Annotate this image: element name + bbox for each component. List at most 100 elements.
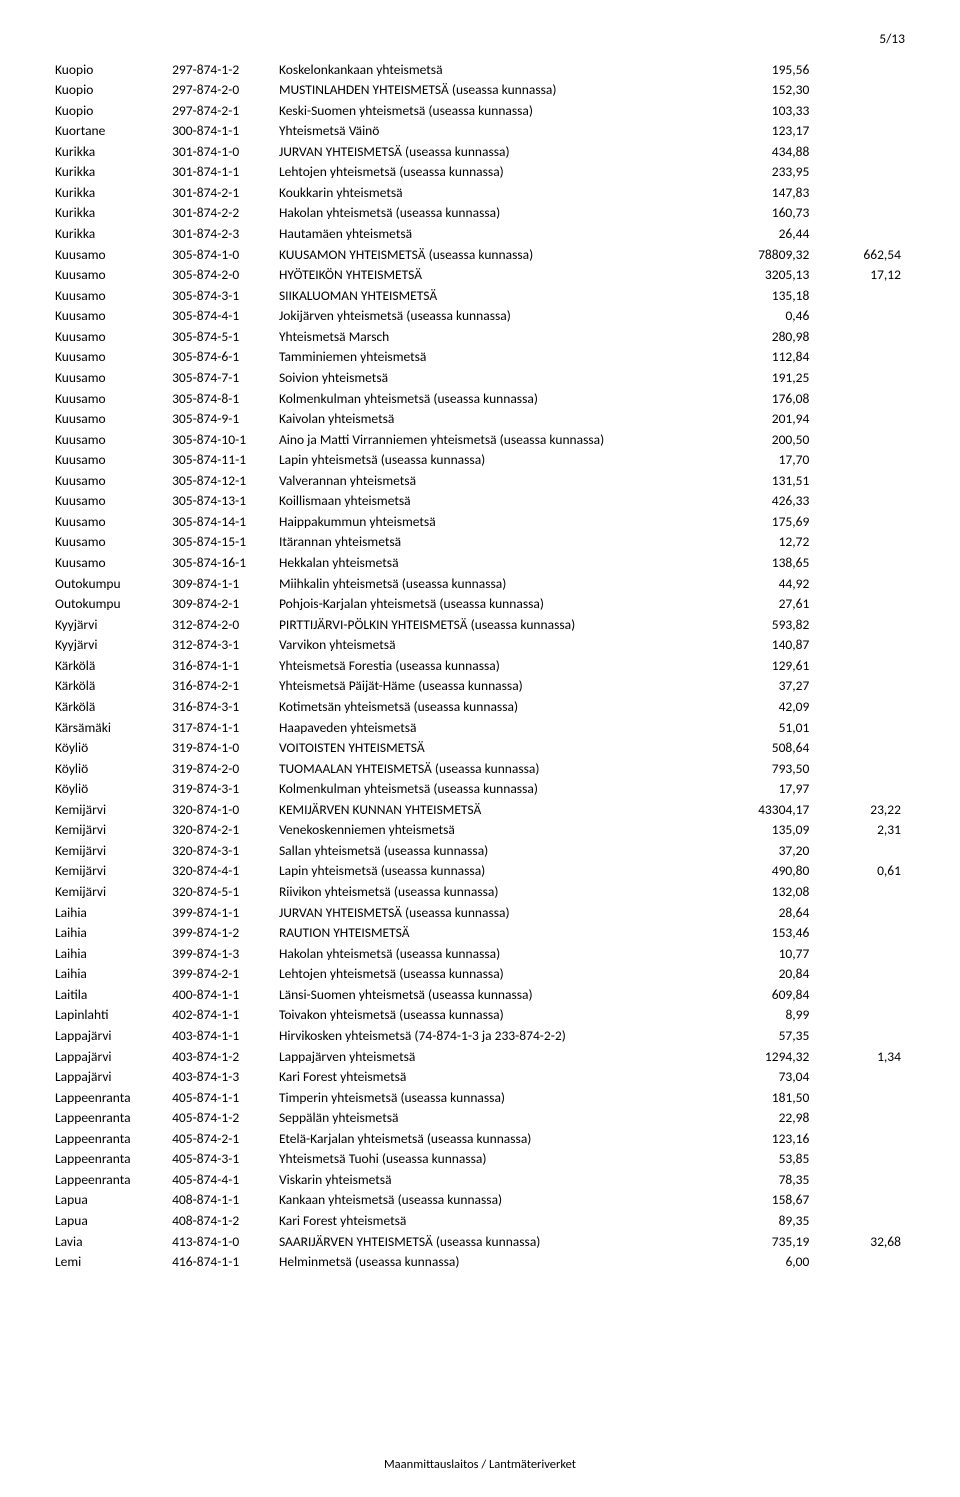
table-cell: Hekkalan yhteismetsä: [279, 553, 691, 574]
table-cell: 57,35: [691, 1025, 813, 1046]
table-cell: Kuusamo: [55, 491, 172, 512]
table-cell: Keski-Suomen yhteismetsä (useassa kunnas…: [279, 100, 691, 121]
table-cell: 316-874-1-1: [172, 655, 279, 676]
table-cell: Kuopio: [55, 59, 172, 80]
table-cell: 152,30: [691, 80, 813, 101]
table-cell: Pohjois-Karjalan yhteismetsä (useassa ku…: [279, 594, 691, 615]
table-cell: Kari Forest yhteismetsä: [279, 1067, 691, 1088]
table-cell: [813, 594, 905, 615]
table-cell: [813, 388, 905, 409]
table-cell: 300-874-1-1: [172, 121, 279, 142]
table-cell: [813, 943, 905, 964]
table-row: Lappeenranta405-874-1-1Timperin yhteisme…: [55, 1087, 905, 1108]
table-cell: [813, 121, 905, 142]
table-cell: 593,82: [691, 614, 813, 635]
table-cell: [813, 964, 905, 985]
table-cell: 175,69: [691, 511, 813, 532]
table-cell: 158,67: [691, 1190, 813, 1211]
table-cell: 73,04: [691, 1067, 813, 1088]
table-cell: Kemijärvi: [55, 840, 172, 861]
table-cell: Kolmenkulman yhteismetsä (useassa kunnas…: [279, 779, 691, 800]
table-row: Lappeenranta405-874-2-1Etelä-Karjalan yh…: [55, 1128, 905, 1149]
table-cell: 662,54: [813, 244, 905, 265]
table-cell: 309-874-2-1: [172, 594, 279, 615]
table-row: Kuusamo305-874-11-1Lapin yhteismetsä (us…: [55, 450, 905, 471]
table-cell: Laihia: [55, 902, 172, 923]
table-row: Kurikka301-874-1-0JURVAN YHTEISMETSÄ (us…: [55, 141, 905, 162]
table-row: Kärkölä316-874-1-1Yhteismetsä Forestia (…: [55, 655, 905, 676]
table-cell: [813, 203, 905, 224]
table-cell: 405-874-3-1: [172, 1149, 279, 1170]
table-cell: Soivion yhteismetsä: [279, 367, 691, 388]
table-row: Laihia399-874-1-2RAUTION YHTEISMETSÄ153,…: [55, 923, 905, 944]
table-cell: Lemi: [55, 1252, 172, 1273]
table-cell: Kuusamo: [55, 388, 172, 409]
table-row: Kurikka301-874-2-2Hakolan yhteismetsä (u…: [55, 203, 905, 224]
table-cell: [813, 1252, 905, 1273]
table-cell: Haippakummun yhteismetsä: [279, 511, 691, 532]
table-cell: Kuusamo: [55, 306, 172, 327]
table-cell: 320-874-4-1: [172, 861, 279, 882]
table-cell: Kuusamo: [55, 470, 172, 491]
table-cell: 305-874-13-1: [172, 491, 279, 512]
table-cell: Kuusamo: [55, 285, 172, 306]
table-row: Lapinlahti402-874-1-1Toivakon yhteismets…: [55, 1005, 905, 1026]
table-cell: [813, 614, 905, 635]
table-cell: 32,68: [813, 1231, 905, 1252]
table-cell: Kuusamo: [55, 409, 172, 430]
table-cell: Laihia: [55, 923, 172, 944]
table-cell: Kankaan yhteismetsä (useassa kunnassa): [279, 1190, 691, 1211]
table-cell: 181,50: [691, 1087, 813, 1108]
table-cell: [813, 367, 905, 388]
table-cell: Riivikon yhteismetsä (useassa kunnassa): [279, 882, 691, 903]
table-cell: 17,70: [691, 450, 813, 471]
table-row: Köyliö319-874-2-0TUOMAALAN YHTEISMETSÄ (…: [55, 758, 905, 779]
table-cell: Kyyjärvi: [55, 635, 172, 656]
table-cell: Lappajärvi: [55, 1046, 172, 1067]
table-cell: 51,01: [691, 717, 813, 738]
table-cell: 1,34: [813, 1046, 905, 1067]
table-cell: Kuusamo: [55, 347, 172, 368]
table-row: Lappajärvi403-874-1-3Kari Forest yhteism…: [55, 1067, 905, 1088]
table-cell: 320-874-5-1: [172, 882, 279, 903]
table-cell: 26,44: [691, 224, 813, 245]
table-row: Kuusamo305-874-16-1Hekkalan yhteismetsä1…: [55, 553, 905, 574]
table-cell: 320-874-1-0: [172, 799, 279, 820]
table-row: Lapua408-874-1-2Kari Forest yhteismetsä8…: [55, 1211, 905, 1232]
table-row: Kuusamo305-874-7-1Soivion yhteismetsä191…: [55, 367, 905, 388]
table-cell: Laihia: [55, 964, 172, 985]
table-cell: [813, 347, 905, 368]
table-cell: Lappeenranta: [55, 1087, 172, 1108]
table-cell: Koillismaan yhteismetsä: [279, 491, 691, 512]
table-cell: 301-874-2-3: [172, 224, 279, 245]
table-cell: Viskarin yhteismetsä: [279, 1169, 691, 1190]
table-cell: Yhteismetsä Väinö: [279, 121, 691, 142]
table-cell: Länsi-Suomen yhteismetsä (useassa kunnas…: [279, 984, 691, 1005]
table-cell: [813, 1005, 905, 1026]
table-cell: 233,95: [691, 162, 813, 183]
table-row: Kärkölä316-874-3-1Kotimetsän yhteismetsä…: [55, 696, 905, 717]
table-cell: Helminmetsä (useassa kunnassa): [279, 1252, 691, 1273]
table-cell: 305-874-8-1: [172, 388, 279, 409]
table-cell: 28,64: [691, 902, 813, 923]
table-cell: Aino ja Matti Virranniemen yhteismetsä (…: [279, 429, 691, 450]
table-cell: Kurikka: [55, 182, 172, 203]
table-cell: TUOMAALAN YHTEISMETSÄ (useassa kunnassa): [279, 758, 691, 779]
table-cell: Sallan yhteismetsä (useassa kunnassa): [279, 840, 691, 861]
table-cell: Etelä-Karjalan yhteismetsä (useassa kunn…: [279, 1128, 691, 1149]
table-cell: Kyyjärvi: [55, 614, 172, 635]
table-cell: Kärkölä: [55, 655, 172, 676]
table-cell: 195,56: [691, 59, 813, 80]
table-cell: [813, 1067, 905, 1088]
table-cell: 305-874-2-0: [172, 265, 279, 286]
table-cell: Kuopio: [55, 80, 172, 101]
table-cell: RAUTION YHTEISMETSÄ: [279, 923, 691, 944]
table-cell: Itärannan yhteismetsä: [279, 532, 691, 553]
table-cell: Kuusamo: [55, 429, 172, 450]
table-cell: Kurikka: [55, 141, 172, 162]
table-cell: PIRTTIJÄRVI-PÖLKIN YHTEISMETSÄ (useassa …: [279, 614, 691, 635]
table-cell: 316-874-2-1: [172, 676, 279, 697]
table-cell: 312-874-2-0: [172, 614, 279, 635]
table-cell: 319-874-2-0: [172, 758, 279, 779]
table-cell: [813, 1169, 905, 1190]
